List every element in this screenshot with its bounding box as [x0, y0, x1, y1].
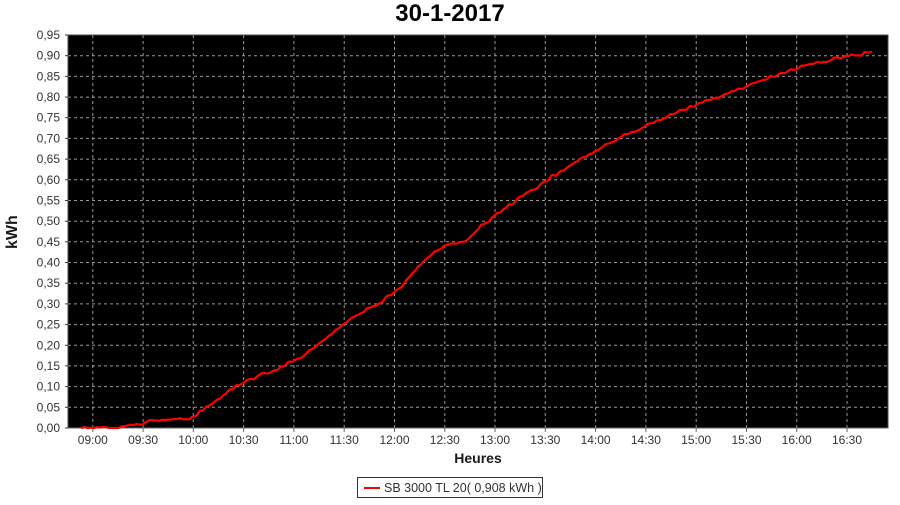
svg-text:0,60: 0,60	[37, 173, 61, 187]
svg-text:0,75: 0,75	[37, 111, 61, 125]
svg-text:13:00: 13:00	[480, 433, 510, 447]
svg-text:0,40: 0,40	[37, 256, 61, 270]
svg-text:16:30: 16:30	[832, 433, 862, 447]
svg-text:14:00: 14:00	[581, 433, 611, 447]
svg-text:0,00: 0,00	[37, 421, 61, 435]
svg-text:10:30: 10:30	[229, 433, 259, 447]
svg-text:0,35: 0,35	[37, 276, 61, 290]
svg-text:0,25: 0,25	[37, 318, 61, 332]
svg-text:0,90: 0,90	[37, 49, 61, 63]
svg-text:0,45: 0,45	[37, 235, 61, 249]
svg-text:0,30: 0,30	[37, 297, 61, 311]
svg-text:0,95: 0,95	[37, 28, 61, 42]
svg-text:0,55: 0,55	[37, 194, 61, 208]
svg-text:12:00: 12:00	[379, 433, 409, 447]
svg-text:09:00: 09:00	[78, 433, 108, 447]
svg-text:0,20: 0,20	[37, 338, 61, 352]
svg-text:0,10: 0,10	[37, 380, 61, 394]
svg-text:0,80: 0,80	[37, 90, 61, 104]
svg-text:11:00: 11:00	[279, 433, 308, 447]
svg-text:15:30: 15:30	[731, 433, 761, 447]
svg-text:14:30: 14:30	[631, 433, 661, 447]
svg-text:0,70: 0,70	[37, 131, 61, 145]
svg-text:0,50: 0,50	[37, 214, 61, 228]
svg-text:11:30: 11:30	[330, 433, 359, 447]
svg-text:12:30: 12:30	[430, 433, 460, 447]
svg-text:16:00: 16:00	[782, 433, 812, 447]
svg-text:13:30: 13:30	[530, 433, 560, 447]
svg-text:15:00: 15:00	[681, 433, 711, 447]
svg-text:0,85: 0,85	[37, 69, 61, 83]
svg-text:09:30: 09:30	[128, 433, 158, 447]
svg-text:0,65: 0,65	[37, 152, 61, 166]
svg-text:0,15: 0,15	[37, 359, 61, 373]
svg-text:0,05: 0,05	[37, 400, 61, 414]
svg-text:10:00: 10:00	[178, 433, 208, 447]
